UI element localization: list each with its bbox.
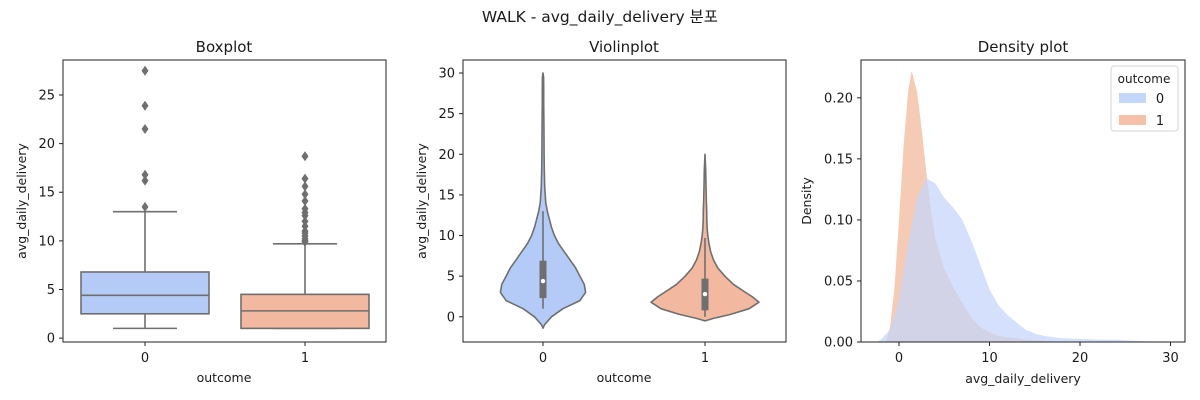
legend-title: outcome [1118, 72, 1171, 86]
legend-label-0: 0 [1156, 92, 1164, 107]
density-panel: Density plot 0.000.050.100.150.20 0 10 20 3… [799, 38, 1186, 386]
density-title: Density plot [978, 38, 1069, 56]
x-tick-label: 10 [981, 351, 998, 366]
density-y-axis: 0.00 0.05 0.10 0.15 0.20 [824, 91, 861, 351]
density-legend: outcome 0 1 [1110, 65, 1179, 132]
x-tick-label: 30 [1162, 351, 1179, 366]
outlier-marker [141, 169, 149, 180]
y-tick-label: 0.00 [824, 336, 853, 351]
legend-swatch-0 [1119, 93, 1146, 103]
violin-median-dot [702, 291, 708, 297]
violinplot-y-axis: 0 5 10 15 20 25 30 [438, 67, 463, 325]
violinplot-marks [499, 72, 760, 329]
y-tick-label: 10 [38, 234, 55, 249]
y-tick-label: 25 [438, 107, 455, 122]
outlier-marker [141, 100, 149, 111]
x-tick-label: 0 [539, 351, 547, 366]
density-x-axis: 0 10 20 30 [895, 342, 1179, 366]
y-tick-label: 15 [438, 188, 455, 203]
violinplot-y-label: avg_daily_delivery [414, 143, 429, 259]
x-tick-label: 1 [301, 351, 309, 366]
y-tick-label: 30 [438, 67, 455, 82]
y-tick-label: 5 [447, 270, 455, 285]
outlier-marker [301, 196, 309, 206]
density-marks [876, 71, 1171, 342]
y-tick-label: 5 [47, 283, 55, 298]
y-tick-label: 0 [447, 310, 455, 325]
y-tick-label: 0.20 [824, 91, 853, 106]
outlier-marker [301, 216, 309, 227]
outlier-marker [301, 203, 309, 214]
outlier-marker [141, 201, 149, 212]
boxplot-y-label: avg_daily_delivery [14, 143, 29, 259]
y-tick-label: 0 [47, 332, 55, 347]
legend-label-1: 1 [1156, 114, 1164, 129]
figure-suptitle: WALK - avg_daily_delivery 분포 [482, 8, 718, 27]
y-tick-label: 0.10 [824, 213, 853, 228]
x-tick-label: 1 [701, 351, 709, 366]
outlier-marker [301, 181, 309, 192]
legend-swatch-1 [1119, 115, 1146, 125]
y-tick-label: 25 [38, 89, 55, 104]
density-frame [860, 59, 1186, 343]
boxplot-frame [62, 59, 387, 343]
x-tick-label: 20 [1072, 351, 1089, 366]
outlier-marker [141, 175, 149, 186]
y-tick-label: 10 [438, 229, 455, 244]
density-y-label: Density [799, 177, 814, 225]
y-tick-label: 20 [38, 137, 55, 152]
box-iqr [80, 271, 210, 315]
outlier-marker [301, 189, 309, 200]
density-x-label: avg_daily_delivery [965, 371, 1081, 386]
y-tick-label: 0.15 [824, 152, 853, 167]
x-tick-label: 0 [141, 351, 149, 366]
y-tick-label: 20 [438, 148, 455, 163]
boxplot-x-label: outcome [197, 370, 252, 385]
violin-median-dot [540, 278, 546, 284]
violin-body [650, 153, 760, 322]
outlier-marker [141, 65, 149, 76]
outlier-marker [301, 151, 309, 162]
boxplot-marks [80, 65, 370, 330]
violinplot-frame [462, 59, 787, 343]
x-tick-label: 0 [895, 351, 903, 366]
outlier-marker [301, 173, 309, 184]
violin-body [499, 72, 587, 329]
outlier-marker [141, 124, 149, 135]
y-tick-label: 15 [38, 186, 55, 201]
violinplot-x-label: outcome [597, 370, 652, 385]
boxplot-title: Boxplot [196, 38, 253, 56]
boxplot-y-axis: 0 5 10 15 20 25 [38, 89, 63, 347]
violinplot-title: Violinplot [589, 38, 659, 56]
y-tick-label: 0.05 [824, 274, 853, 289]
density-area-series-0 [876, 178, 1171, 342]
